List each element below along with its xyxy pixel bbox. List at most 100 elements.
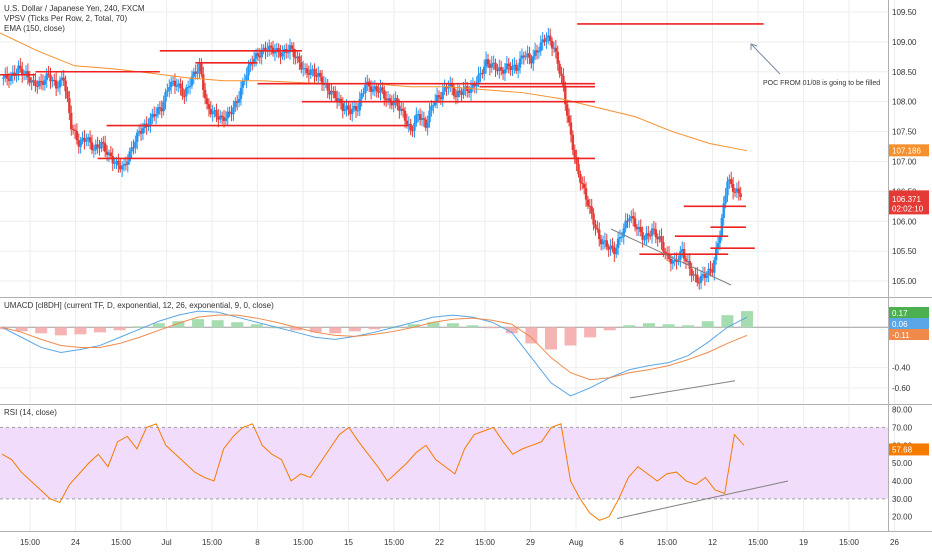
candle-body <box>375 86 378 92</box>
candle-body <box>286 52 290 54</box>
annotation-arrowhead <box>750 43 758 50</box>
candle-body <box>2 77 5 79</box>
countdown-badge-bg <box>889 202 929 215</box>
candle-body <box>454 95 458 98</box>
macd-value-badge: 0.06 <box>892 320 908 329</box>
macd-histogram-bar <box>113 327 126 331</box>
candle-body <box>403 110 407 121</box>
x-tick-label: 8 <box>255 538 260 547</box>
candle-body <box>239 87 243 99</box>
x-tick-label: 15:00 <box>475 538 496 547</box>
candle-body <box>70 112 73 130</box>
rsi-band <box>0 427 888 499</box>
candle-body <box>401 108 405 111</box>
candle-body <box>662 242 665 252</box>
macd-histogram-bar <box>682 325 695 328</box>
candle-body <box>660 236 663 243</box>
candle-body <box>528 53 531 59</box>
candle-body <box>362 92 365 94</box>
candle-body <box>473 84 476 87</box>
candle-body <box>567 115 571 123</box>
candle-body <box>88 137 92 143</box>
candle-body <box>733 191 737 193</box>
candle-body <box>647 233 650 236</box>
candle-body <box>439 97 443 100</box>
candle-body <box>509 66 512 71</box>
candle-body <box>598 229 601 240</box>
candle-body <box>549 35 552 42</box>
countdown-badge: 02:02:10 <box>892 204 924 213</box>
candle-body <box>345 105 348 110</box>
candle-body <box>307 73 311 75</box>
candle-body <box>137 131 141 133</box>
macd-histogram-bar <box>741 311 753 328</box>
rsi-legend: RSI (14, close) <box>4 408 57 417</box>
candle-body <box>430 105 433 111</box>
candle-body <box>349 110 352 115</box>
candle-body <box>39 80 43 82</box>
candle-body <box>347 105 350 111</box>
candle-body <box>130 147 133 152</box>
candle-body <box>524 56 527 58</box>
candle-body <box>318 72 322 77</box>
candle-body <box>590 206 593 214</box>
candle-body <box>588 205 592 207</box>
candle-body <box>209 108 212 115</box>
candle-body <box>103 143 107 152</box>
candle-body <box>332 90 335 92</box>
candle-body <box>543 39 546 42</box>
candle-body <box>17 65 20 74</box>
candle-body <box>737 188 740 194</box>
candle-body <box>520 55 524 59</box>
macd-histogram-bar <box>94 327 107 333</box>
macd-histogram-bar <box>642 323 655 328</box>
price-tick-label: 105.00 <box>892 277 917 286</box>
price-tick-label: 108.00 <box>892 98 917 107</box>
candle-body <box>441 91 444 100</box>
rsi-tick-label: 80.00 <box>892 406 913 415</box>
symbol-title: U.S. Dollar / Japanese Yen, 240, FXCM <box>4 4 145 13</box>
candle-body <box>98 147 101 149</box>
rsi-tick-label: 20.00 <box>892 513 913 522</box>
candle-body <box>185 87 188 97</box>
candle-body <box>175 85 179 87</box>
signal-line <box>1 314 748 381</box>
candle-body <box>301 68 305 70</box>
candle-body <box>224 118 228 122</box>
candle-body <box>535 50 539 53</box>
candle-body <box>575 157 578 164</box>
macd-histogram-bar <box>15 327 28 332</box>
x-tick-label: Aug <box>569 538 583 547</box>
candle-body <box>245 75 248 81</box>
candle-body <box>656 237 659 240</box>
candle-body <box>51 79 54 82</box>
x-tick-label: 15:00 <box>293 538 314 547</box>
candle-body <box>492 62 495 64</box>
candle-body <box>141 128 145 134</box>
candle-body <box>726 181 729 196</box>
candle-body <box>518 58 522 68</box>
x-tick-label: 22 <box>435 538 444 547</box>
macd-trendline <box>629 380 736 399</box>
candle-body <box>445 86 448 89</box>
candle-body <box>100 142 103 149</box>
candle-body <box>30 80 33 83</box>
macd-histogram-bar <box>505 327 518 334</box>
candle-body <box>377 91 380 93</box>
candle-body <box>383 90 386 99</box>
candle-body <box>381 87 384 91</box>
candle-body <box>264 47 267 52</box>
macd-histogram-bar <box>348 327 361 332</box>
x-tick-label: 6 <box>619 538 624 547</box>
candle-body <box>220 115 224 118</box>
candle-body <box>728 179 731 182</box>
candle-body <box>213 110 216 112</box>
candle-body <box>315 76 318 78</box>
price-tick-label: 109.50 <box>892 8 917 17</box>
candle-body <box>326 83 329 91</box>
candle-body <box>198 63 201 72</box>
candle-body <box>515 64 518 71</box>
annotation-arrow <box>750 43 781 75</box>
candle-body <box>503 69 507 74</box>
candle-body <box>681 249 684 252</box>
